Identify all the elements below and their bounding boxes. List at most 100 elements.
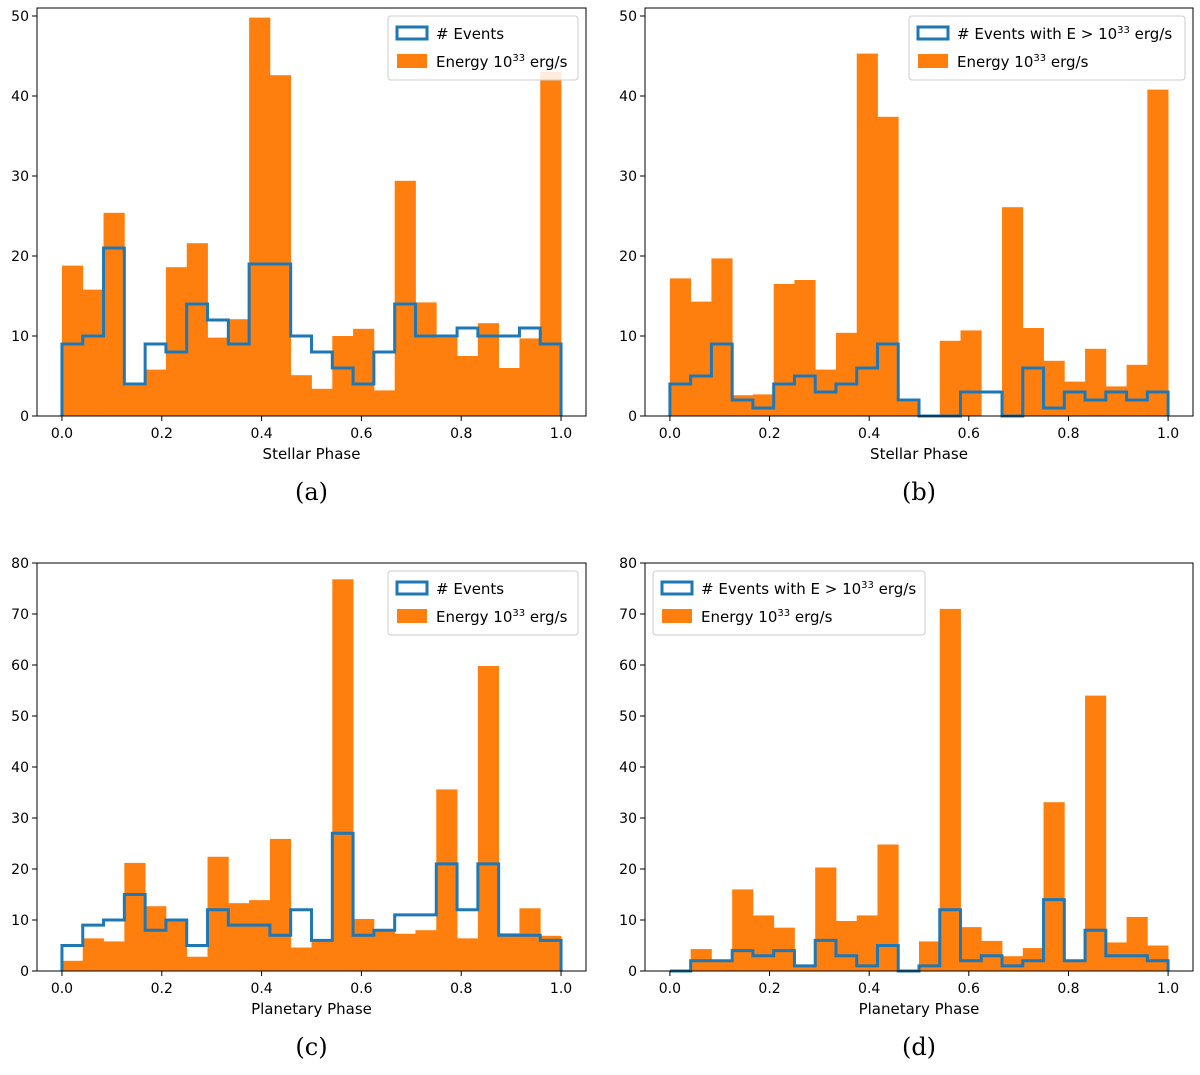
x-tick-label: 0.0 [51, 426, 73, 442]
x-tick-label: 0.8 [1057, 426, 1079, 442]
energy-bar [477, 666, 500, 971]
energy-bar [186, 956, 208, 971]
x-axis-label: Planetary Phase [251, 1000, 372, 1018]
energy-bar [353, 328, 375, 416]
energy-bar [457, 356, 479, 416]
y-tick-label: 40 [11, 89, 29, 105]
energy-bar [207, 856, 229, 971]
x-tick-label: 0.4 [250, 981, 272, 997]
legend: # Events Energy 1033 erg/s [387, 15, 579, 81]
legend-swatch-events [916, 25, 950, 41]
energy-bar [939, 608, 961, 971]
y-tick-label: 0 [20, 964, 29, 980]
energy-bar [835, 332, 858, 416]
energy-bar [415, 930, 437, 971]
energy-bar [103, 941, 125, 971]
energy-bar [165, 921, 188, 971]
y-tick-label: 30 [11, 811, 29, 827]
energy-bar [877, 116, 899, 417]
legend-box [387, 15, 579, 81]
panel-caption: (c) [295, 1033, 327, 1061]
x-tick-label: 0.6 [350, 426, 372, 442]
axes-frame [644, 7, 1194, 417]
panel-caption: (a) [295, 478, 328, 506]
events-step-line [669, 898, 1170, 973]
energy-bar [752, 394, 775, 416]
y-tick-label: 40 [11, 760, 29, 776]
energy-bar [228, 903, 250, 971]
legend-label-energy: Energy 1033 erg/s [436, 608, 568, 626]
energy-bar [207, 337, 229, 416]
energy-bar [394, 180, 416, 416]
x-tick-label: 0.2 [758, 426, 780, 442]
axes-frame [36, 7, 587, 417]
legend-label-energy: Energy 1033 erg/s [436, 53, 568, 71]
energy-bar [82, 289, 104, 416]
energy-bar [61, 265, 84, 416]
energy-bar [540, 935, 562, 971]
y-tick-label: 80 [619, 556, 637, 572]
x-tick-label: 0.2 [151, 981, 173, 997]
energy-bar [960, 927, 982, 971]
legend-swatch-energy [397, 609, 427, 623]
y-tick-label: 50 [11, 709, 29, 725]
legend-label-events: # Events with E > 1033 erg/s [957, 25, 1172, 43]
energy-bar [794, 966, 816, 971]
x-tick-label: 0.0 [51, 981, 73, 997]
x-tick-label: 0.6 [958, 981, 980, 997]
energy-bar [960, 330, 982, 416]
energy-bar [519, 338, 541, 416]
panel-a: 0.0 0.2 0.4 0.6 0.8 1.0 0 10 20 30 40 50 Stellar Pha… [11, 7, 587, 506]
y-tick-label: 80 [11, 556, 29, 572]
y-tick-label: 30 [619, 811, 637, 827]
energy-bar [1085, 695, 1107, 971]
energy-bar [919, 941, 941, 971]
legend-swatch-energy [662, 609, 692, 623]
y-tick-label: 20 [11, 249, 29, 265]
energy-bar [856, 915, 878, 971]
y-tick-label: 50 [619, 709, 637, 725]
y-tick-label: 20 [11, 862, 29, 878]
legend-swatch-events [395, 25, 429, 41]
energy-bar [1126, 364, 1148, 416]
energy-bar [436, 789, 458, 971]
energy-bar [145, 369, 167, 416]
energy-bar [186, 243, 208, 416]
y-tick-label: 30 [619, 169, 637, 185]
x-axis-label: Stellar Phase [263, 445, 361, 463]
energy-bar [1043, 802, 1065, 971]
events-step-line [60, 246, 563, 416]
energy-bar [332, 579, 354, 971]
energy-bar [815, 867, 837, 971]
energy-bars [61, 579, 562, 971]
events-step-line [60, 831, 563, 971]
energy-bar [373, 931, 396, 971]
x-axis-label: Planetary Phase [859, 1000, 980, 1018]
energy-bar [1126, 916, 1148, 971]
panel-b: 0.0 0.2 0.4 0.6 0.8 1.0 0 10 20 30 40 50 Stellar Pha… [619, 7, 1194, 506]
y-tick-label: 20 [619, 862, 637, 878]
energy-bar [732, 395, 754, 416]
y-tick-label: 30 [11, 169, 29, 185]
energy-bar [711, 258, 733, 416]
y-tick-label: 40 [619, 760, 637, 776]
legend-label-energy: Energy 1033 erg/s [957, 53, 1089, 71]
legend-swatch-events [395, 580, 429, 596]
x-tick-label: 0.4 [858, 426, 880, 442]
legend: # Events with E > 1033 erg/s Energy 1033 … [908, 15, 1186, 81]
y-tick-label: 10 [619, 913, 637, 929]
energy-bar [61, 960, 84, 971]
energy-bar [1105, 386, 1127, 416]
energy-bar [269, 838, 292, 971]
legend-swatch-events [660, 580, 694, 596]
energy-bar [415, 302, 437, 416]
energy-bar [711, 960, 733, 971]
x-tick-label: 0.0 [659, 981, 681, 997]
energy-bar [145, 906, 167, 971]
x-tick-label: 1.0 [1157, 981, 1179, 997]
energy-bar [1002, 956, 1024, 971]
energy-bar [165, 267, 188, 416]
energy-bar [898, 401, 920, 416]
energy-bar [1147, 945, 1169, 971]
energy-bar [690, 301, 712, 416]
